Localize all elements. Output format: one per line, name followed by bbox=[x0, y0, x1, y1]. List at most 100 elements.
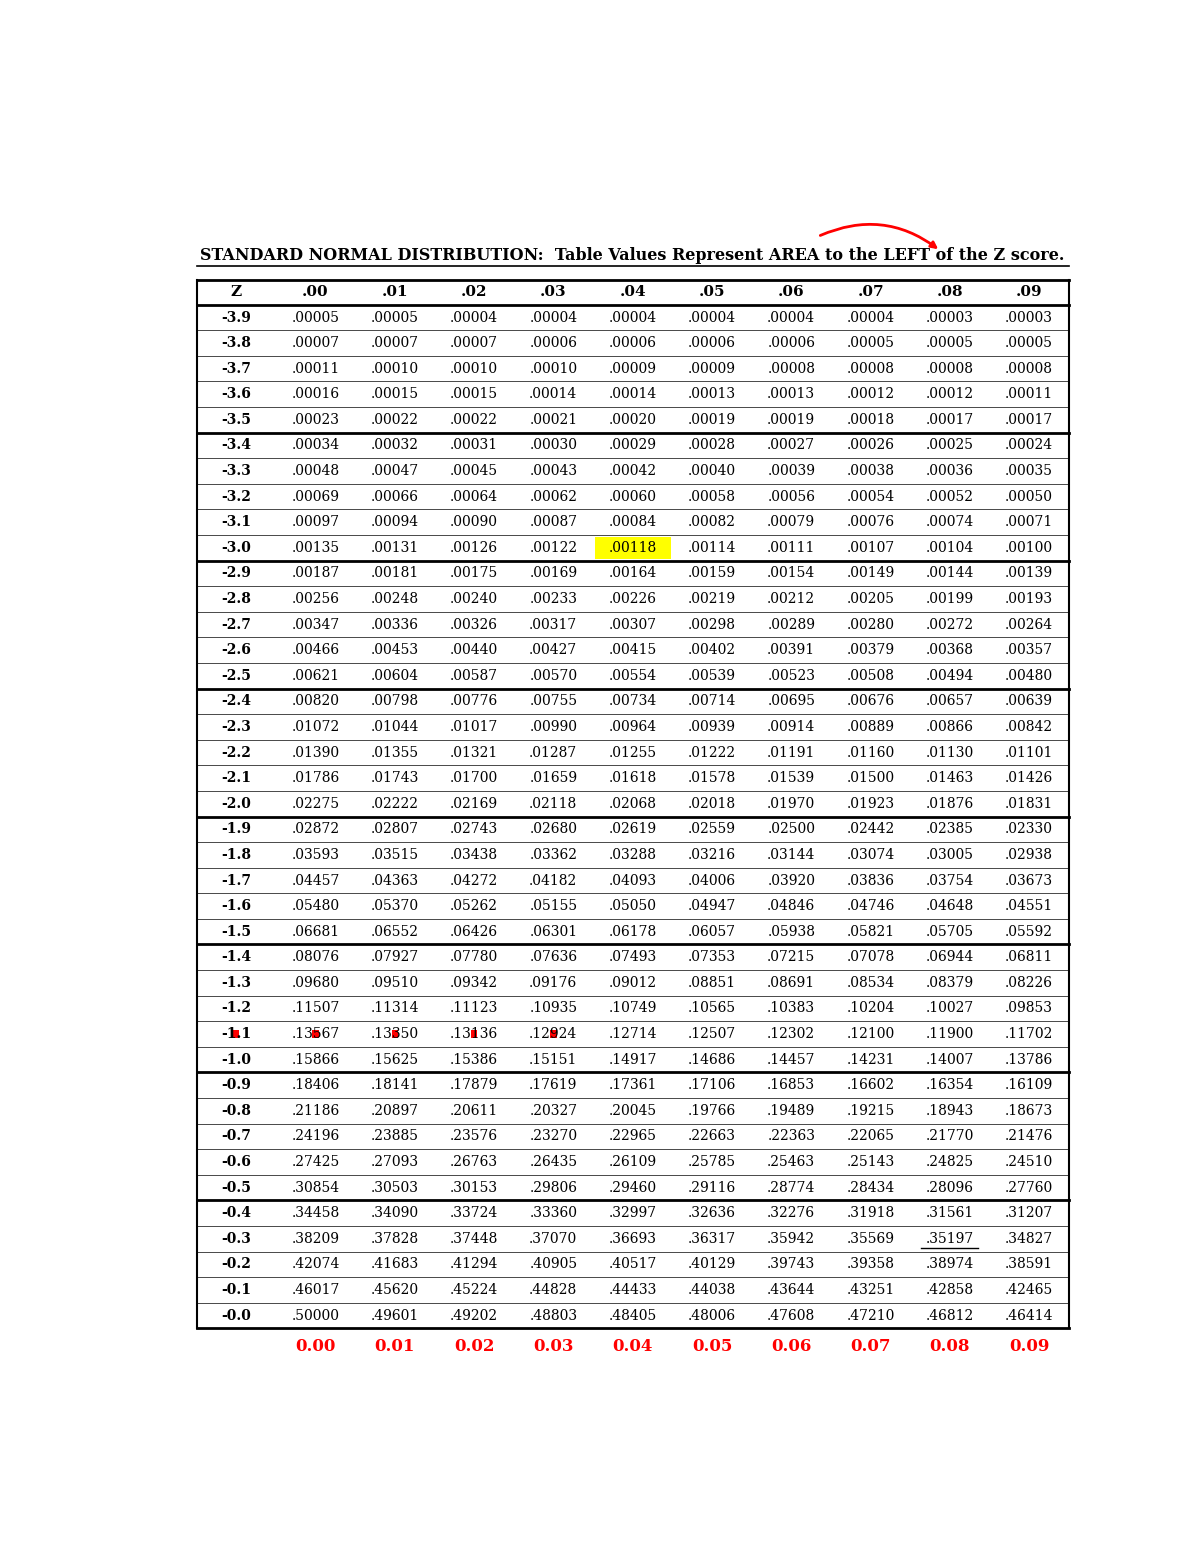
Text: .29116: .29116 bbox=[688, 1180, 736, 1194]
Bar bbox=[233, 1030, 239, 1037]
Text: .46017: .46017 bbox=[292, 1283, 340, 1297]
Text: .00639: .00639 bbox=[1006, 694, 1054, 708]
Text: .33724: .33724 bbox=[450, 1207, 498, 1221]
Text: .01130: .01130 bbox=[925, 745, 974, 759]
Text: .02938: .02938 bbox=[1006, 848, 1054, 862]
Text: -2.6: -2.6 bbox=[221, 643, 251, 657]
Text: .00007: .00007 bbox=[371, 335, 419, 349]
Text: .00842: .00842 bbox=[1006, 721, 1054, 735]
Text: .00272: .00272 bbox=[926, 618, 974, 632]
Text: .00193: .00193 bbox=[1006, 592, 1054, 606]
Text: .00032: .00032 bbox=[371, 438, 419, 452]
Text: -0.0: -0.0 bbox=[221, 1309, 251, 1323]
Text: .00604: .00604 bbox=[371, 669, 419, 683]
Text: .37070: .37070 bbox=[529, 1232, 577, 1246]
Text: .00280: .00280 bbox=[846, 618, 894, 632]
Text: .01: .01 bbox=[382, 286, 408, 300]
Text: .00005: .00005 bbox=[926, 335, 974, 349]
Text: 0.04: 0.04 bbox=[612, 1337, 653, 1354]
Text: .34827: .34827 bbox=[1006, 1232, 1054, 1246]
Text: .31561: .31561 bbox=[925, 1207, 974, 1221]
Text: .00024: .00024 bbox=[1006, 438, 1054, 452]
Text: .01072: .01072 bbox=[292, 721, 340, 735]
Text: .00298: .00298 bbox=[688, 618, 736, 632]
Text: .21476: .21476 bbox=[1006, 1129, 1054, 1143]
Text: .00079: .00079 bbox=[767, 516, 815, 530]
Text: .26109: .26109 bbox=[608, 1155, 656, 1169]
Text: .10749: .10749 bbox=[608, 1002, 656, 1016]
Text: .00114: .00114 bbox=[688, 540, 736, 554]
Text: -1.2: -1.2 bbox=[221, 1002, 251, 1016]
Text: .14457: .14457 bbox=[767, 1053, 816, 1067]
Text: .00028: .00028 bbox=[688, 438, 736, 452]
Text: .01463: .01463 bbox=[925, 772, 974, 786]
Text: -1.3: -1.3 bbox=[221, 975, 251, 989]
Text: .01222: .01222 bbox=[688, 745, 736, 759]
Text: .01017: .01017 bbox=[450, 721, 498, 735]
Text: .02275: .02275 bbox=[292, 797, 340, 811]
Text: 0.09: 0.09 bbox=[1009, 1337, 1049, 1354]
Text: .42465: .42465 bbox=[1006, 1283, 1054, 1297]
Text: .16602: .16602 bbox=[846, 1078, 895, 1092]
Text: .37828: .37828 bbox=[371, 1232, 419, 1246]
Text: .06: .06 bbox=[778, 286, 804, 300]
Text: .02: .02 bbox=[461, 286, 487, 300]
Text: -2.2: -2.2 bbox=[221, 745, 251, 759]
Text: .02872: .02872 bbox=[292, 823, 340, 837]
Text: .20327: .20327 bbox=[529, 1104, 577, 1118]
Text: .25463: .25463 bbox=[767, 1155, 815, 1169]
Text: .04272: .04272 bbox=[450, 873, 498, 887]
Text: .45620: .45620 bbox=[371, 1283, 419, 1297]
Text: .07: .07 bbox=[857, 286, 884, 300]
Text: .17106: .17106 bbox=[688, 1078, 736, 1092]
Text: .05: .05 bbox=[698, 286, 725, 300]
Text: .28096: .28096 bbox=[926, 1180, 974, 1194]
Text: -3.1: -3.1 bbox=[221, 516, 251, 530]
Text: .34090: .34090 bbox=[371, 1207, 419, 1221]
Text: .00005: .00005 bbox=[292, 311, 340, 325]
Text: STANDARD NORMAL DISTRIBUTION:  Table Values Represent AREA to the LEFT of the Z : STANDARD NORMAL DISTRIBUTION: Table Valu… bbox=[200, 247, 1064, 264]
Text: .09: .09 bbox=[1016, 286, 1043, 300]
Text: .00071: .00071 bbox=[1006, 516, 1054, 530]
Text: .00776: .00776 bbox=[450, 694, 498, 708]
Text: .02559: .02559 bbox=[688, 823, 736, 837]
Text: .00084: .00084 bbox=[608, 516, 656, 530]
Text: .35197: .35197 bbox=[925, 1232, 974, 1246]
Text: -1.1: -1.1 bbox=[221, 1027, 251, 1041]
Text: .00045: .00045 bbox=[450, 464, 498, 478]
Text: .03673: .03673 bbox=[1006, 873, 1054, 887]
Text: .00100: .00100 bbox=[1006, 540, 1054, 554]
Text: .00107: .00107 bbox=[846, 540, 895, 554]
Text: .29460: .29460 bbox=[608, 1180, 656, 1194]
Text: .29806: .29806 bbox=[529, 1180, 577, 1194]
Text: .02807: .02807 bbox=[371, 823, 419, 837]
Text: .05050: .05050 bbox=[608, 899, 656, 913]
Text: .00159: .00159 bbox=[688, 567, 736, 581]
Text: .30854: .30854 bbox=[292, 1180, 340, 1194]
Text: .14231: .14231 bbox=[846, 1053, 895, 1067]
Text: .00226: .00226 bbox=[608, 592, 656, 606]
Text: .00122: .00122 bbox=[529, 540, 577, 554]
Text: .00866: .00866 bbox=[926, 721, 974, 735]
Text: -3.2: -3.2 bbox=[221, 489, 251, 503]
Text: .07353: .07353 bbox=[688, 950, 736, 964]
Text: .01539: .01539 bbox=[767, 772, 815, 786]
Text: .22663: .22663 bbox=[688, 1129, 736, 1143]
Text: -3.7: -3.7 bbox=[221, 362, 251, 376]
Text: .18406: .18406 bbox=[292, 1078, 340, 1092]
Text: .00047: .00047 bbox=[371, 464, 419, 478]
Text: .00391: .00391 bbox=[767, 643, 815, 657]
Text: 0.06: 0.06 bbox=[772, 1337, 811, 1354]
Text: .33360: .33360 bbox=[529, 1207, 577, 1221]
Text: .15386: .15386 bbox=[450, 1053, 498, 1067]
Text: .00587: .00587 bbox=[450, 669, 498, 683]
Text: .00006: .00006 bbox=[608, 335, 656, 349]
Text: .00060: .00060 bbox=[608, 489, 656, 503]
Text: .00734: .00734 bbox=[608, 694, 656, 708]
Text: .00012: .00012 bbox=[846, 387, 895, 401]
Text: .25143: .25143 bbox=[846, 1155, 895, 1169]
Text: .35942: .35942 bbox=[767, 1232, 815, 1246]
Text: .00248: .00248 bbox=[371, 592, 419, 606]
Text: .23576: .23576 bbox=[450, 1129, 498, 1143]
Text: .49601: .49601 bbox=[371, 1309, 419, 1323]
